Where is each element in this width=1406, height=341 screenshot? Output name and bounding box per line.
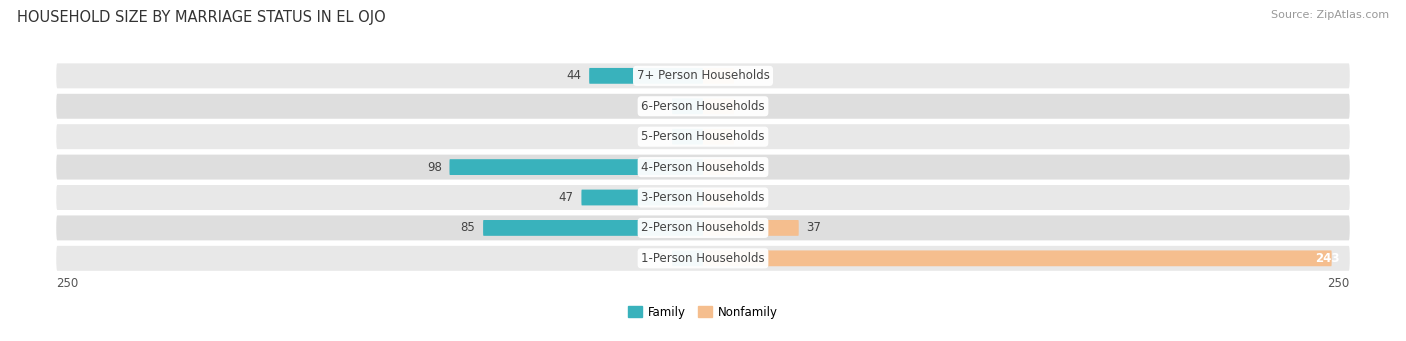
Text: 85: 85 xyxy=(461,221,475,234)
Text: 250: 250 xyxy=(1327,277,1350,290)
FancyBboxPatch shape xyxy=(672,98,703,114)
Text: 0: 0 xyxy=(657,130,664,143)
FancyBboxPatch shape xyxy=(484,220,703,236)
Text: 243: 243 xyxy=(1315,252,1340,265)
Text: HOUSEHOLD SIZE BY MARRIAGE STATUS IN EL OJO: HOUSEHOLD SIZE BY MARRIAGE STATUS IN EL … xyxy=(17,10,385,25)
FancyBboxPatch shape xyxy=(56,94,1350,119)
Text: 250: 250 xyxy=(56,277,79,290)
Legend: Family, Nonfamily: Family, Nonfamily xyxy=(623,301,783,323)
Text: 4-Person Households: 4-Person Households xyxy=(641,161,765,174)
Text: 0: 0 xyxy=(742,161,749,174)
Text: 37: 37 xyxy=(807,221,821,234)
FancyBboxPatch shape xyxy=(56,154,1350,180)
FancyBboxPatch shape xyxy=(56,246,1350,271)
Text: Source: ZipAtlas.com: Source: ZipAtlas.com xyxy=(1271,10,1389,20)
Text: 3-Person Households: 3-Person Households xyxy=(641,191,765,204)
Text: 44: 44 xyxy=(567,69,582,82)
Text: 47: 47 xyxy=(558,191,574,204)
Text: 1-Person Households: 1-Person Households xyxy=(641,252,765,265)
Text: 7+ Person Households: 7+ Person Households xyxy=(637,69,769,82)
FancyBboxPatch shape xyxy=(450,159,703,175)
Text: 5-Person Households: 5-Person Households xyxy=(641,130,765,143)
FancyBboxPatch shape xyxy=(56,185,1350,210)
FancyBboxPatch shape xyxy=(589,68,703,84)
Text: 6-Person Households: 6-Person Households xyxy=(641,100,765,113)
Text: 0: 0 xyxy=(742,191,749,204)
Text: 0: 0 xyxy=(742,100,749,113)
FancyBboxPatch shape xyxy=(56,216,1350,240)
FancyBboxPatch shape xyxy=(703,159,734,175)
Text: 0: 0 xyxy=(657,252,664,265)
Text: 0: 0 xyxy=(657,100,664,113)
Text: 0: 0 xyxy=(742,130,749,143)
FancyBboxPatch shape xyxy=(703,98,734,114)
FancyBboxPatch shape xyxy=(672,250,703,266)
Text: 2-Person Households: 2-Person Households xyxy=(641,221,765,234)
FancyBboxPatch shape xyxy=(582,190,703,205)
FancyBboxPatch shape xyxy=(672,129,703,145)
FancyBboxPatch shape xyxy=(703,129,734,145)
FancyBboxPatch shape xyxy=(703,250,1331,266)
FancyBboxPatch shape xyxy=(703,190,734,205)
Text: 0: 0 xyxy=(742,69,749,82)
FancyBboxPatch shape xyxy=(703,68,734,84)
FancyBboxPatch shape xyxy=(703,220,799,236)
FancyBboxPatch shape xyxy=(56,124,1350,149)
Text: 98: 98 xyxy=(427,161,441,174)
FancyBboxPatch shape xyxy=(56,63,1350,88)
